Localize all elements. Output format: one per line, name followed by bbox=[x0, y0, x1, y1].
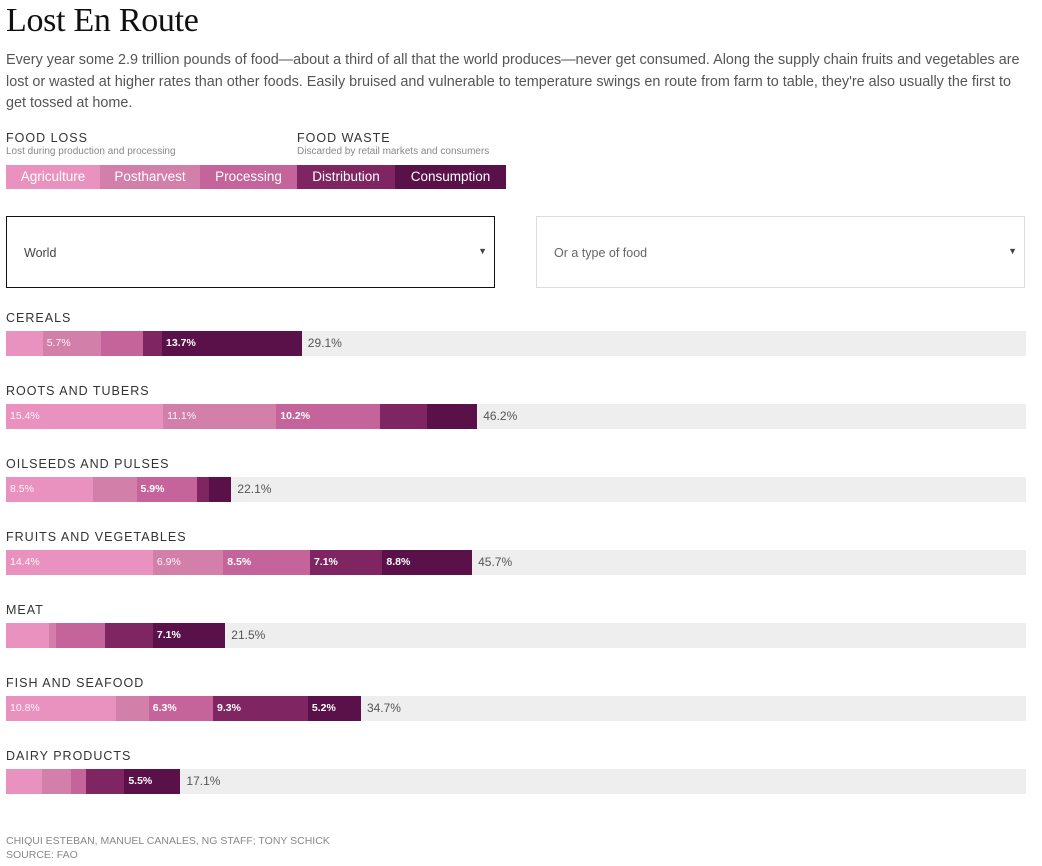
bar-segment-meat-agriculture[interactable] bbox=[6, 623, 49, 648]
bar-segment-cereals-consumption[interactable] bbox=[162, 331, 302, 356]
segment-label-fruits-and-vegetables-agriculture: 14.4% bbox=[10, 556, 40, 568]
segment-label-fruits-and-vegetables-consumption: 8.8% bbox=[386, 556, 411, 568]
segment-label-cereals-postharvest: 5.7% bbox=[46, 337, 71, 349]
segment-label-dairy-products-consumption: 5.5% bbox=[128, 775, 153, 787]
category-label-cereals: CEREALS bbox=[6, 311, 72, 325]
total-label-oilseeds-and-pulses: 22.1% bbox=[237, 482, 272, 496]
intro-text: Every year some 2.9 trillion pounds of f… bbox=[6, 52, 1020, 111]
bar-segment-roots-and-tubers-postharvest[interactable] bbox=[163, 404, 277, 429]
bar-segment-fish-and-seafood-postharvest[interactable] bbox=[116, 696, 149, 721]
total-label-fish-and-seafood: 34.7% bbox=[366, 701, 401, 715]
segment-label-fruits-and-vegetables-distribution: 7.1% bbox=[313, 556, 338, 568]
bar-segment-fish-and-seafood-consumption[interactable] bbox=[307, 696, 361, 721]
page-title: Lost En Route bbox=[6, 2, 199, 39]
bar-segment-cereals-distribution[interactable] bbox=[142, 331, 163, 356]
credits: CHIQUI ESTEBAN, MANUEL CANALES, NG STAFF… bbox=[6, 835, 330, 862]
bar-segment-oilseeds-and-pulses-processing[interactable] bbox=[136, 477, 197, 502]
bar-track-dairy-products: 5.5% 17.1% bbox=[6, 769, 1026, 794]
bar-segment-fruits-and-vegetables-agriculture[interactable] bbox=[6, 550, 153, 575]
region-select-value: World bbox=[24, 246, 57, 260]
bar-segment-dairy-products-postharvest[interactable] bbox=[41, 769, 72, 794]
bar-segment-fish-and-seafood-agriculture[interactable] bbox=[6, 696, 117, 721]
legend-postharvest[interactable]: Postharvest bbox=[100, 165, 200, 189]
segment-label-fruits-and-vegetables-postharvest: 6.9% bbox=[156, 556, 181, 568]
segment-label-roots-and-tubers-postharvest: 11.1% bbox=[167, 410, 197, 422]
legend-distribution[interactable]: Distribution bbox=[297, 165, 395, 189]
legend-food-loss-title: FOOD LOSS bbox=[6, 131, 88, 145]
bar-segment-dairy-products-consumption[interactable] bbox=[124, 769, 181, 794]
bar-track-fruits-and-vegetables: 14.4% 6.9% 8.5% 7.1% 8.8% 45.7% bbox=[6, 550, 1026, 575]
legend-agriculture[interactable]: Agriculture bbox=[6, 165, 100, 189]
bar-segment-cereals-agriculture[interactable] bbox=[6, 331, 43, 356]
segment-label-fish-and-seafood-distribution: 9.3% bbox=[217, 702, 241, 714]
bar-segment-meat-consumption[interactable] bbox=[152, 623, 226, 648]
segment-label-fish-and-seafood-processing: 6.3% bbox=[152, 702, 177, 714]
bar-segment-dairy-products-agriculture[interactable] bbox=[6, 769, 42, 794]
category-label-dairy-products: DAIRY PRODUCTS bbox=[6, 749, 132, 763]
bar-segment-oilseeds-and-pulses-postharvest[interactable] bbox=[92, 477, 137, 502]
bar-segment-fish-and-seafood-processing[interactable] bbox=[148, 696, 214, 721]
segment-label-roots-and-tubers-processing: 10.2% bbox=[280, 410, 311, 422]
bar-segment-meat-processing[interactable] bbox=[55, 623, 105, 648]
legend-food-waste: FOOD WASTE Discarded by retail markets a… bbox=[297, 131, 489, 157]
bar-segment-fruits-and-vegetables-postharvest[interactable] bbox=[152, 550, 224, 575]
bar-segment-fruits-and-vegetables-distribution[interactable] bbox=[309, 550, 383, 575]
bar-segment-oilseeds-and-pulses-agriculture[interactable] bbox=[6, 477, 93, 502]
segment-label-oilseeds-and-pulses-agriculture: 8.5% bbox=[10, 483, 34, 495]
bar-track-fish-and-seafood: 10.8% 6.3% 9.3% 5.2% 34.7% bbox=[6, 696, 1026, 721]
total-label-meat: 21.5% bbox=[231, 628, 266, 642]
bar-track-oilseeds-and-pulses: 8.5% 5.9% 22.1% bbox=[6, 477, 1026, 502]
total-label-cereals: 29.1% bbox=[307, 336, 342, 350]
bar-track-cereals: 5.7% 13.7% 29.1% bbox=[6, 331, 1026, 356]
total-label-fruits-and-vegetables: 45.7% bbox=[478, 555, 513, 569]
bar-segment-dairy-products-distribution[interactable] bbox=[85, 769, 125, 794]
bar-segment-cereals-processing[interactable] bbox=[100, 331, 143, 356]
bar-segment-meat-distribution[interactable] bbox=[104, 623, 153, 648]
segment-label-fish-and-seafood-consumption: 5.2% bbox=[311, 702, 336, 714]
stacked-bar-chart: CEREALS 5.7% 13.7% 29.1% ROOTS AND TUBERS 15.… bbox=[6, 0, 1026, 866]
segment-label-roots-and-tubers-agriculture: 15.4% bbox=[10, 410, 40, 422]
category-label-roots-and-tubers: ROOTS AND TUBERS bbox=[6, 384, 150, 398]
credits-authors: CHIQUI ESTEBAN, MANUEL CANALES, NG STAFF… bbox=[6, 835, 330, 847]
bar-segment-oilseeds-and-pulses-consumption[interactable] bbox=[208, 477, 232, 502]
bar-track-roots-and-tubers: 15.4% 11.1% 10.2% 46.2% bbox=[6, 404, 1026, 429]
segment-label-fish-and-seafood-agriculture: 10.8% bbox=[10, 702, 40, 714]
category-label-fish-and-seafood: FISH AND SEAFOOD bbox=[6, 676, 145, 690]
chevron-down-icon: ▼ bbox=[478, 246, 487, 256]
stage-legend: Agriculture Postharvest Processing Distr… bbox=[6, 165, 506, 189]
bar-segment-oilseeds-and-pulses-distribution[interactable] bbox=[196, 477, 209, 502]
credits-source: SOURCE: FAO bbox=[6, 848, 78, 861]
food-type-select[interactable]: Or a type of food ▼ bbox=[536, 216, 1025, 288]
bar-segment-dairy-products-processing[interactable] bbox=[71, 769, 86, 794]
legend-processing[interactable]: Processing bbox=[200, 165, 297, 189]
segment-label-oilseeds-and-pulses-processing: 5.9% bbox=[140, 483, 165, 495]
region-select[interactable]: World ▼ bbox=[6, 216, 495, 288]
legend-food-waste-title: FOOD WASTE bbox=[297, 131, 391, 145]
legend-food-waste-subtitle: Discarded by retail markets and consumer… bbox=[297, 146, 490, 157]
legend-food-loss: FOOD LOSS Lost during production and pro… bbox=[6, 131, 176, 157]
total-label-dairy-products: 17.1% bbox=[186, 774, 221, 788]
bar-track-meat: 7.1% 21.5% bbox=[6, 623, 1026, 648]
bar-segment-meat-postharvest[interactable] bbox=[48, 623, 56, 648]
category-label-oilseeds-and-pulses: OILSEEDS AND PULSES bbox=[6, 457, 170, 471]
bar-segment-fish-and-seafood-distribution[interactable] bbox=[213, 696, 308, 721]
legend-food-loss-subtitle: Lost during production and processing bbox=[6, 146, 176, 157]
bar-segment-roots-and-tubers-distribution[interactable] bbox=[380, 404, 428, 429]
food-type-select-placeholder: Or a type of food bbox=[554, 246, 648, 260]
chevron-down-icon: ▼ bbox=[1008, 246, 1017, 256]
bar-segment-fruits-and-vegetables-processing[interactable] bbox=[223, 550, 310, 575]
segment-label-meat-consumption: 7.1% bbox=[156, 629, 181, 641]
bar-segment-roots-and-tubers-agriculture[interactable] bbox=[6, 404, 164, 429]
segment-label-cereals-consumption: 13.7% bbox=[166, 337, 196, 349]
category-label-fruits-and-vegetables: FRUITS AND VEGETABLES bbox=[6, 530, 187, 544]
bar-segment-cereals-postharvest[interactable] bbox=[42, 331, 101, 356]
category-label-meat: MEAT bbox=[6, 603, 44, 617]
segment-label-fruits-and-vegetables-processing: 8.5% bbox=[227, 556, 252, 568]
bar-segment-fruits-and-vegetables-consumption[interactable] bbox=[382, 550, 473, 575]
legend-consumption[interactable]: Consumption bbox=[395, 165, 506, 189]
total-label-roots-and-tubers: 46.2% bbox=[483, 409, 518, 423]
bar-segment-roots-and-tubers-consumption[interactable] bbox=[427, 404, 478, 429]
bar-segment-roots-and-tubers-processing[interactable] bbox=[276, 404, 381, 429]
